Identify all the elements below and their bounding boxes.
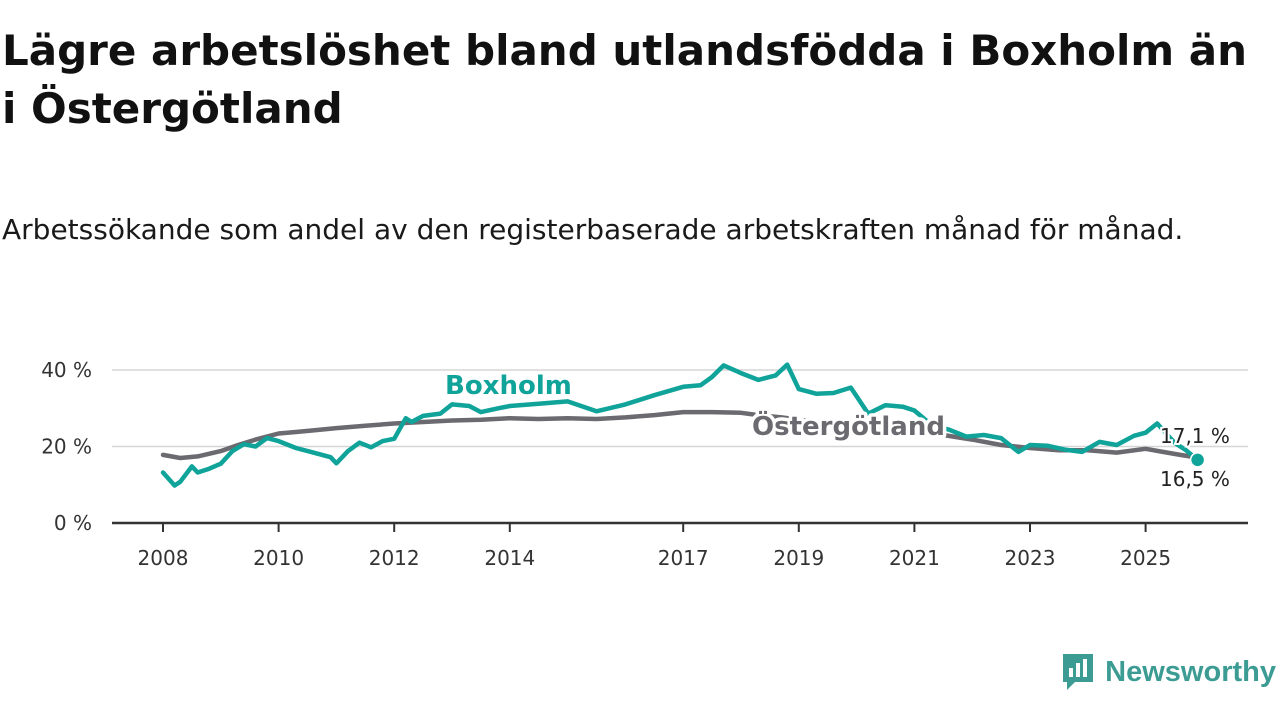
end-label-boxholm: 16,5 % <box>1160 467 1230 491</box>
chart-title: Lägre arbetslöshet bland utlandsfödda i … <box>2 26 1248 133</box>
x-tick-label: 2014 <box>484 546 535 570</box>
line-chart: 0 % 20 % 40 % 2008 2010 2012 2014 2017 2019 2021 2… <box>41 358 1248 570</box>
y-tick-label: 40 % <box>41 358 92 382</box>
x-tick-label: 2019 <box>773 546 824 570</box>
x-tick-label: 2008 <box>138 546 189 570</box>
chart-subtitle: Arbetssökande som andel av den registerb… <box>2 213 1184 246</box>
end-label-ostergotland: 17,1 % <box>1160 424 1230 448</box>
series-label-boxholm: Boxholm <box>445 371 572 401</box>
x-tick-label: 2012 <box>369 546 420 570</box>
series-line-ostergotland <box>160 409 1200 461</box>
y-tick-label: 20 % <box>41 435 92 459</box>
end-point-boxholm <box>1189 452 1206 468</box>
series-label-ostergotland: Östergötland <box>752 409 945 442</box>
x-tick-label: 2021 <box>889 546 940 570</box>
series-line-boxholm <box>160 362 1200 488</box>
x-tick-label: 2017 <box>658 546 709 570</box>
brand: Newsworthy <box>1061 652 1276 692</box>
newsworthy-logo-icon <box>1063 654 1094 690</box>
x-tick-label: 2010 <box>253 546 304 570</box>
x-tick-label: 2025 <box>1120 546 1171 570</box>
brand-name: Newsworthy <box>1105 655 1276 688</box>
y-tick-label: 0 % <box>54 511 92 535</box>
x-tick-label: 2023 <box>1005 546 1056 570</box>
